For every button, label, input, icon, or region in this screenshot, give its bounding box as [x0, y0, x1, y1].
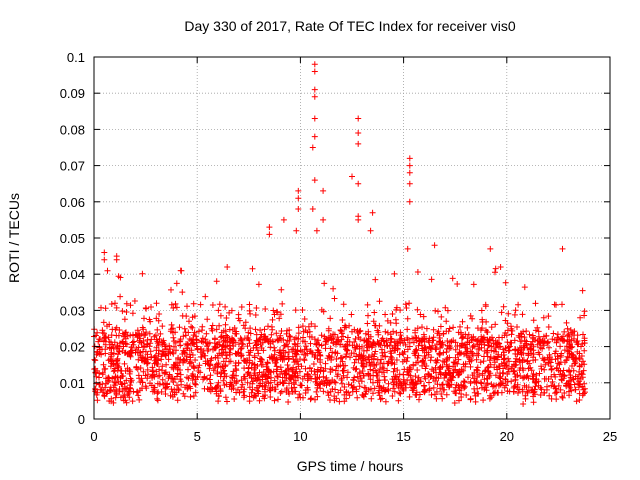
roti-point-markers [91, 61, 588, 407]
x-axis-label: GPS time / hours [297, 458, 404, 474]
y-tick-label: 0.05 [60, 231, 85, 246]
x-tick-label: 15 [396, 429, 410, 444]
y-tick-label: 0.06 [60, 195, 85, 210]
y-tick-label: 0.04 [60, 267, 85, 282]
y-tick-label: 0.02 [60, 340, 85, 355]
data-points [91, 61, 588, 407]
x-tick-label: 20 [500, 429, 514, 444]
y-axis-label: ROTI / TECUs [6, 193, 22, 283]
y-tick-label: 0.09 [60, 86, 85, 101]
x-tick-label: 25 [603, 429, 617, 444]
x-tick-label: 10 [293, 429, 307, 444]
chart-title: Day 330 of 2017, Rate Of TEC Index for r… [184, 18, 515, 34]
y-tick-label: 0.03 [60, 303, 85, 318]
tick-labels: 0 0.01 0.02 0.03 0.04 0.05 0.06 0.07 0.08 0.09 0.1… [60, 50, 618, 444]
x-tick-label: 5 [194, 429, 201, 444]
y-tick-label: 0.07 [60, 159, 85, 174]
y-tick-label: 0.08 [60, 122, 85, 137]
y-tick-label: 0.01 [60, 376, 85, 391]
y-tick-label: 0 [78, 412, 85, 427]
x-tick-label: 0 [90, 429, 97, 444]
y-tick-label: 0.1 [67, 50, 85, 65]
axes [93, 56, 611, 420]
